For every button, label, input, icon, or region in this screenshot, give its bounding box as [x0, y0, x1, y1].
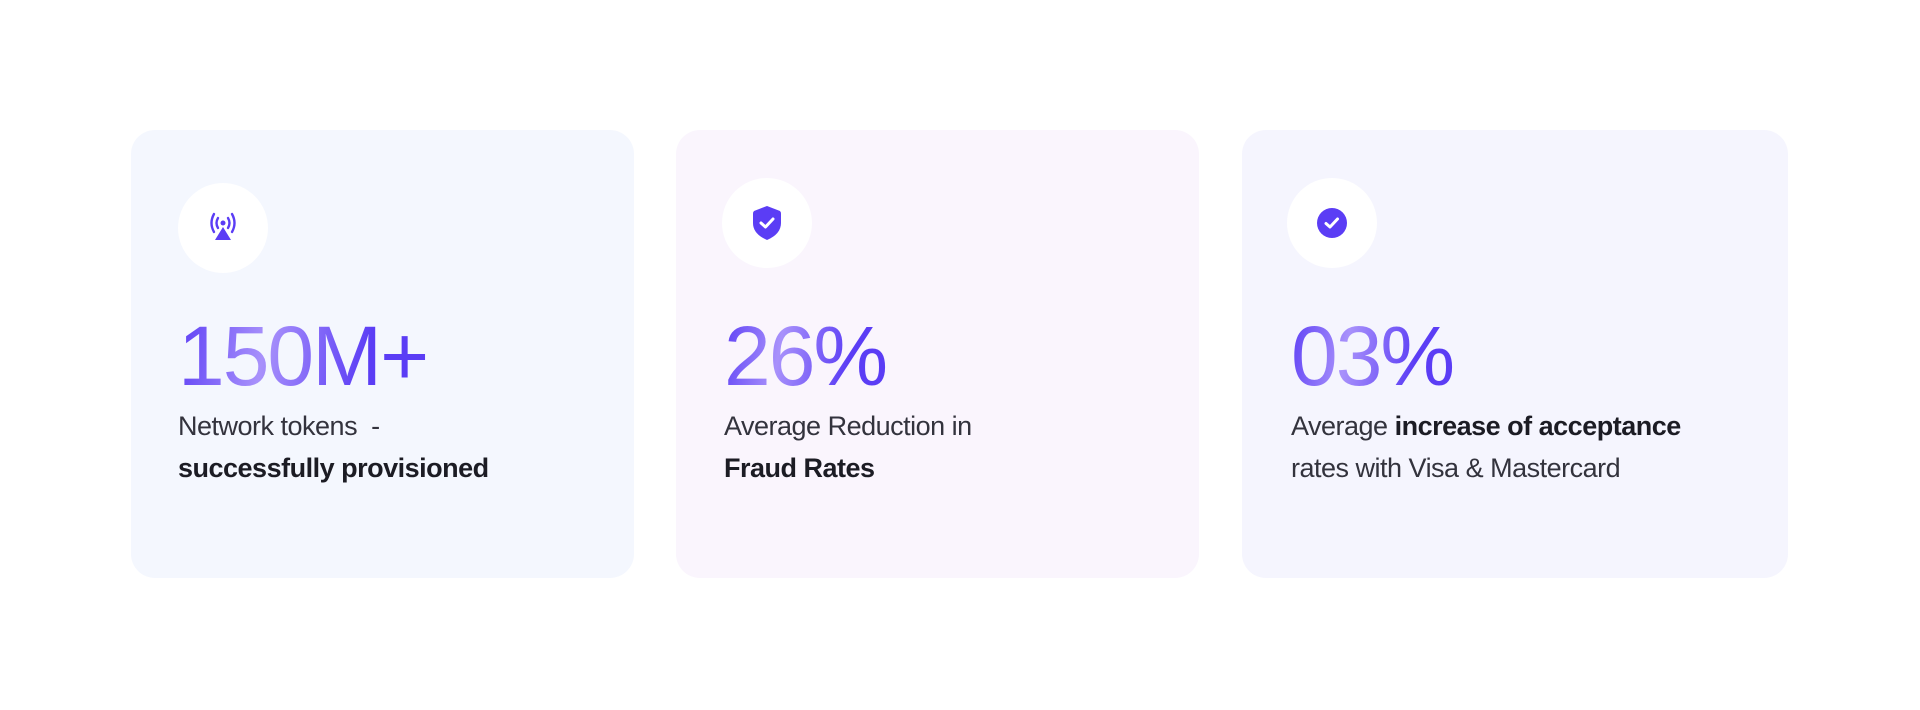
stat-description: Average Reduction in Fraud Rates: [724, 405, 1184, 489]
desc-bold: Fraud Rates: [724, 453, 875, 483]
desc-regular: Average Reduction in: [724, 411, 972, 441]
stat-value: 26%: [724, 306, 888, 406]
stat-value: 150M+: [178, 306, 429, 406]
stat-description: Network tokens - successfully provisione…: [178, 405, 638, 489]
stat-description: Average increase of acceptance rates wit…: [1291, 405, 1751, 489]
desc-tail: rates with Visa & Mastercard: [1291, 453, 1621, 483]
stat-value: 03%: [1291, 306, 1455, 406]
desc-bold: increase of acceptance: [1394, 411, 1682, 441]
stat-card-network-tokens: 150M+ Network tokens - successfully prov…: [131, 130, 634, 578]
check-circle-icon: [1317, 208, 1347, 238]
desc-bold: successfully provisioned: [178, 453, 489, 483]
icon-badge: [722, 178, 812, 268]
icon-badge: [178, 183, 268, 273]
stat-card-acceptance-increase: 03% Average increase of acceptance rates…: [1242, 130, 1788, 578]
shield-check-icon: [753, 206, 781, 240]
desc-regular: Average: [1291, 411, 1395, 441]
stat-card-fraud-reduction: 26% Average Reduction in Fraud Rates: [676, 130, 1199, 578]
icon-badge: [1287, 178, 1377, 268]
broadcast-tower-icon: [210, 212, 236, 240]
desc-regular: Network tokens -: [178, 411, 380, 441]
